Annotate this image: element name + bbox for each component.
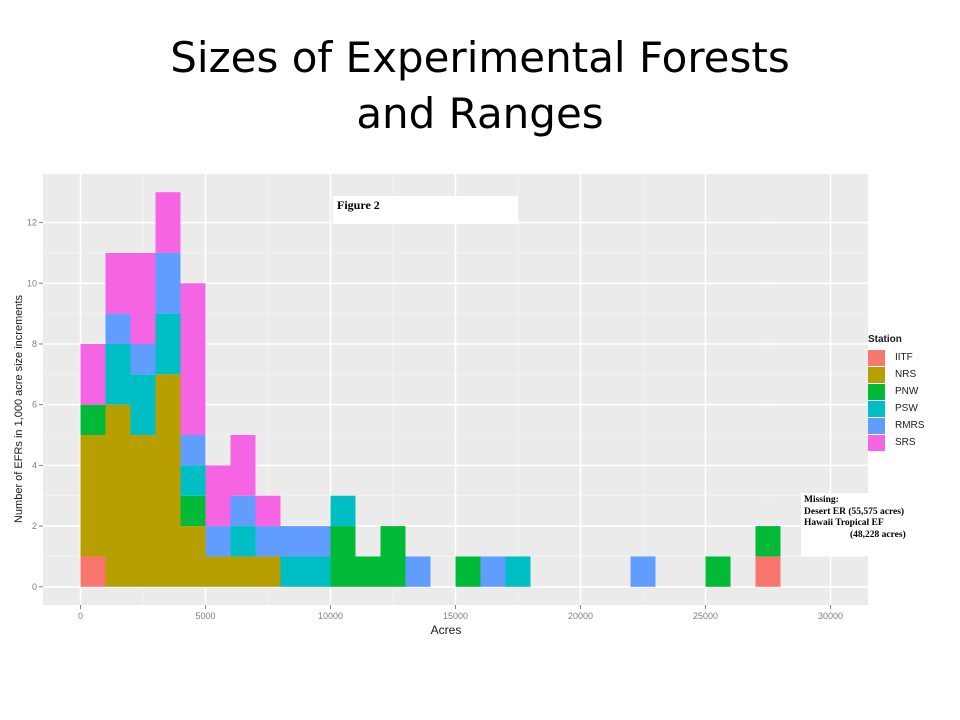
y-tick-label: 2: [32, 521, 37, 531]
y-tick-label: 4: [32, 460, 37, 470]
bar-rmrs-16000: [480, 556, 506, 587]
y-tick-label: 12: [27, 218, 37, 228]
bar-nrs-4000: [180, 526, 206, 587]
legend-item-pnw: PNW: [868, 383, 934, 400]
y-tick-label: 8: [32, 339, 37, 349]
bar-psw-6000: [230, 526, 256, 557]
slide-title-line-1: Sizes of Experimental Forests: [170, 33, 790, 82]
x-axis-title: Acres: [431, 623, 462, 637]
bar-rmrs-22000: [630, 556, 656, 587]
bar-rmrs-8000: [280, 526, 306, 557]
bar-srs-0: [80, 343, 106, 405]
y-axis-title: Number of EFRs in 1,000 acre size increm…: [13, 294, 25, 523]
y-tick-label: 10: [27, 278, 37, 288]
bar-rmrs-9000: [305, 526, 331, 557]
bar-nrs-6000: [230, 556, 256, 587]
bar-psw-1000: [105, 343, 131, 405]
missing-note-line-3: (48,228 acres): [850, 529, 906, 540]
bar-psw-10000: [330, 495, 356, 527]
x-tick-label: 20000: [568, 611, 593, 621]
bar-srs-3000: [155, 192, 181, 253]
x-tick-label: 5000: [195, 611, 215, 621]
legend-item-rmrs: RMRS: [868, 417, 934, 434]
bar-pnw-25000: [705, 556, 731, 587]
missing-note-title: Missing:: [804, 495, 839, 505]
slide-title: Sizes of Experimental Forests and Ranges: [0, 30, 960, 142]
missing-note-line-1: Desert ER (55,575 acres): [804, 506, 905, 517]
bar-nrs-3000: [155, 374, 181, 587]
legend: Station IITF NRS PNW PSW RMRS SRS: [868, 334, 934, 451]
x-tick-label: 10000: [318, 611, 343, 621]
bar-srs-6000: [230, 435, 256, 496]
bar-nrs-2000: [130, 435, 156, 587]
bar-pnw-27000: [755, 526, 781, 557]
y-tick-label: 0: [32, 582, 37, 592]
bar-psw-4000: [180, 465, 206, 496]
x-tick-label: 0: [78, 611, 83, 621]
bar-pnw-15000: [455, 556, 481, 587]
legend-swatch: [868, 417, 885, 434]
legend-item-psw: PSW: [868, 400, 934, 417]
bar-pnw-4000: [180, 495, 206, 527]
x-tick-label: 15000: [443, 611, 468, 621]
legend-item-nrs: NRS: [868, 366, 934, 383]
bar-srs-5000: [205, 465, 231, 527]
missing-note-line-2: Hawaii Tropical EF: [804, 518, 884, 528]
bar-srs-2000: [130, 252, 156, 344]
bar-rmrs-4000: [180, 435, 206, 466]
legend-label: IITF: [895, 352, 913, 363]
bar-pnw-0: [80, 404, 106, 436]
bar-srs-7000: [255, 495, 281, 527]
bar-rmrs-3000: [155, 252, 181, 314]
figure-label: Figure 2: [333, 196, 518, 224]
legend-item-iitf: IITF: [868, 349, 934, 366]
bar-iitf-0: [80, 556, 106, 587]
axis-layer: 0 5000 10000 15000 20000 25000 30000 0 2 4 6 8 10 12: [27, 218, 843, 621]
bar-srs-4000: [180, 283, 206, 436]
bar-rmrs-1000: [105, 313, 131, 344]
bar-rmrs-7000: [255, 526, 281, 557]
x-tick-label: 25000: [693, 611, 718, 621]
y-tick-label: 6: [32, 400, 37, 410]
legend-item-srs: SRS: [868, 434, 934, 451]
bar-rmrs-5000: [205, 526, 231, 557]
legend-label: PNW: [895, 386, 919, 397]
bar-psw-9000: [305, 556, 331, 587]
bar-layer: [80, 192, 781, 587]
x-tick-label: 30000: [818, 611, 843, 621]
legend-items: IITF NRS PNW PSW RMRS SRS: [868, 349, 934, 451]
bar-nrs-7000: [255, 556, 281, 587]
bar-rmrs-6000: [230, 495, 256, 527]
slide-title-line-2: and Ranges: [356, 89, 604, 138]
bar-psw-2000: [130, 374, 156, 436]
legend-swatch: [868, 400, 885, 417]
legend-label: PSW: [895, 403, 918, 414]
bar-psw-8000: [280, 556, 306, 587]
bar-pnw-10000: [330, 526, 356, 587]
bar-psw-17000: [505, 556, 531, 587]
bar-srs-1000: [105, 252, 131, 314]
legend-swatch: [868, 434, 885, 451]
legend-swatch: [868, 366, 885, 383]
bar-nrs-5000: [205, 556, 231, 587]
bar-iitf-27000: [755, 556, 781, 587]
bar-nrs-1000: [105, 404, 131, 587]
figure-label-text: Figure 2: [337, 198, 380, 212]
legend-label: NRS: [895, 369, 917, 380]
bar-nrs-0: [80, 435, 106, 557]
missing-note: Missing: Desert ER (55,575 acres) Hawaii…: [801, 493, 933, 556]
bar-psw-3000: [155, 313, 181, 375]
bar-pnw-11000: [355, 556, 381, 587]
bar-pnw-12000: [380, 526, 406, 587]
legend-label: RMRS: [895, 420, 925, 431]
bar-rmrs-13000: [405, 556, 431, 587]
legend-swatch: [868, 383, 885, 400]
legend-title: Station: [868, 334, 902, 345]
bar-rmrs-2000: [130, 343, 156, 375]
legend-swatch: [868, 349, 885, 366]
legend-label: SRS: [895, 437, 916, 448]
